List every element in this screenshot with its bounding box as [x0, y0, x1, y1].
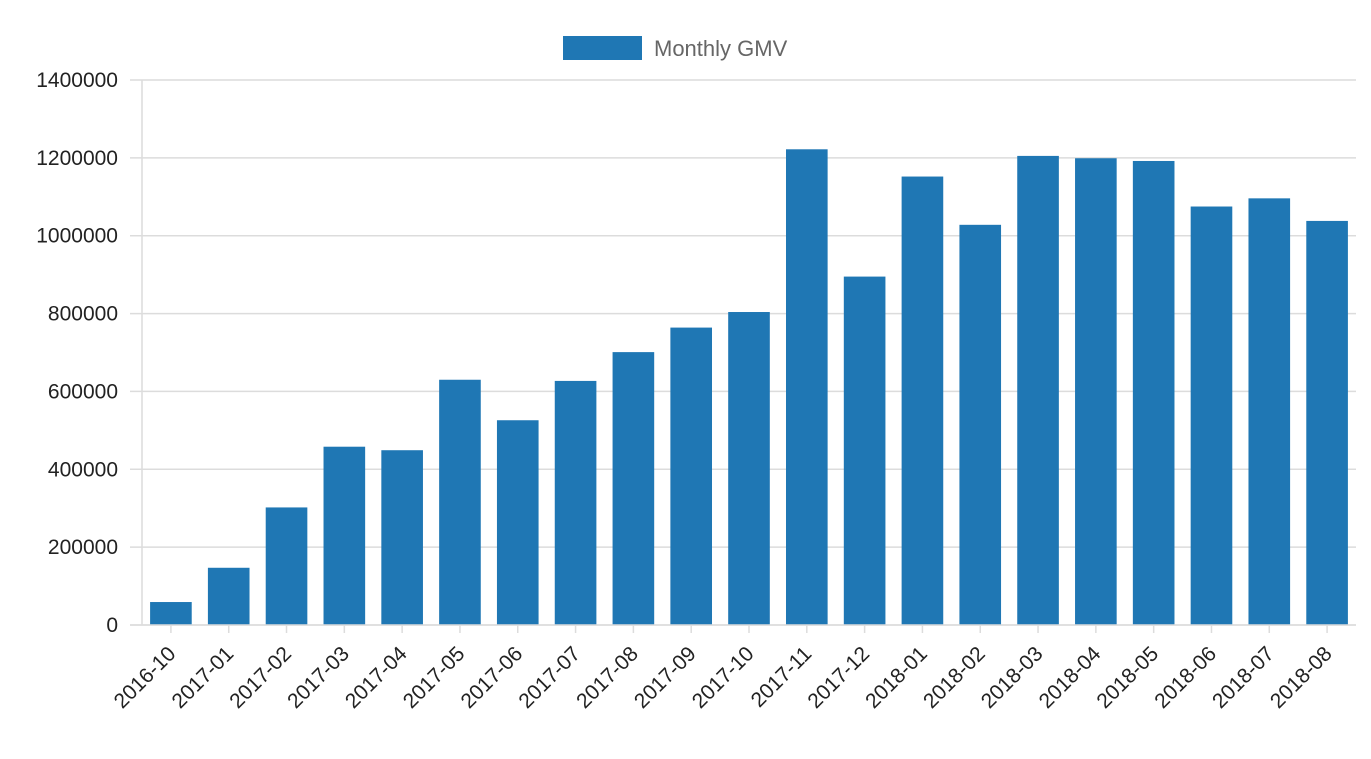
x-tick-label: 2016-10 — [110, 642, 181, 713]
bar — [150, 602, 192, 625]
bar — [843, 276, 886, 625]
x-tick-label: 2017-08 — [572, 642, 643, 713]
x-tick-label: 2017-07 — [514, 642, 585, 713]
bar — [785, 149, 828, 626]
bar — [265, 507, 308, 625]
y-tick-label: 400000 — [48, 458, 118, 481]
bar — [1075, 158, 1117, 625]
x-tick-label: 2017-09 — [630, 642, 701, 713]
x-tick-label: 2017-05 — [399, 642, 470, 713]
y-tick-labels: 0 200000 400000 600000 800000 1000000 1200000 1… — [36, 69, 118, 637]
x-tick-label: 2017-03 — [283, 642, 354, 713]
bar — [901, 176, 944, 626]
x-tick-label: 2018-03 — [977, 642, 1048, 713]
y-tick-label: 200000 — [48, 536, 118, 559]
x-tick-label: 2018-02 — [919, 642, 990, 713]
bar — [1248, 198, 1291, 626]
bar — [1017, 155, 1059, 626]
bar — [959, 224, 1002, 626]
bar — [323, 446, 366, 625]
bar — [496, 420, 539, 625]
bar — [1132, 160, 1175, 625]
y-tick-label: 800000 — [48, 303, 118, 326]
bar — [728, 312, 770, 625]
x-tick-label: 2017-02 — [225, 642, 296, 713]
bar — [554, 380, 597, 625]
bar — [207, 567, 250, 625]
bar — [439, 379, 481, 625]
bar — [381, 450, 423, 625]
legend: Monthly GMV — [563, 36, 788, 61]
x-tick-label: 2017-04 — [341, 642, 412, 713]
bar — [1190, 206, 1233, 625]
x-tick-label: 2018-01 — [861, 642, 932, 713]
x-tick-label: 2018-06 — [1150, 642, 1221, 713]
legend-label: Monthly GMV — [654, 36, 788, 61]
bars — [150, 149, 1348, 626]
y-tick-label: 1200000 — [36, 147, 118, 170]
x-tick-label: 2017-12 — [803, 642, 874, 713]
bar — [1306, 220, 1348, 625]
x-tick-label: 2018-05 — [1092, 642, 1163, 713]
x-tick-label: 2018-07 — [1208, 642, 1279, 713]
bar — [612, 352, 655, 625]
y-tick-label: 1000000 — [36, 225, 118, 248]
x-tick-label: 2017-06 — [457, 642, 528, 713]
y-tick-label: 1400000 — [36, 69, 118, 92]
x-tick-labels: 2016-102017-012017-022017-032017-042017-… — [110, 642, 1337, 713]
legend-swatch — [563, 36, 642, 60]
x-tick-label: 2018-08 — [1266, 642, 1337, 713]
x-tick-label: 2017-10 — [688, 642, 759, 713]
x-tick-label: 2018-04 — [1035, 642, 1106, 713]
bar — [670, 327, 713, 625]
axes — [130, 80, 1356, 633]
x-tick-label: 2017-11 — [747, 642, 817, 712]
x-tick-label: 2017-01 — [167, 642, 238, 713]
y-tick-label: 600000 — [48, 380, 118, 403]
y-tick-label: 0 — [106, 614, 118, 637]
